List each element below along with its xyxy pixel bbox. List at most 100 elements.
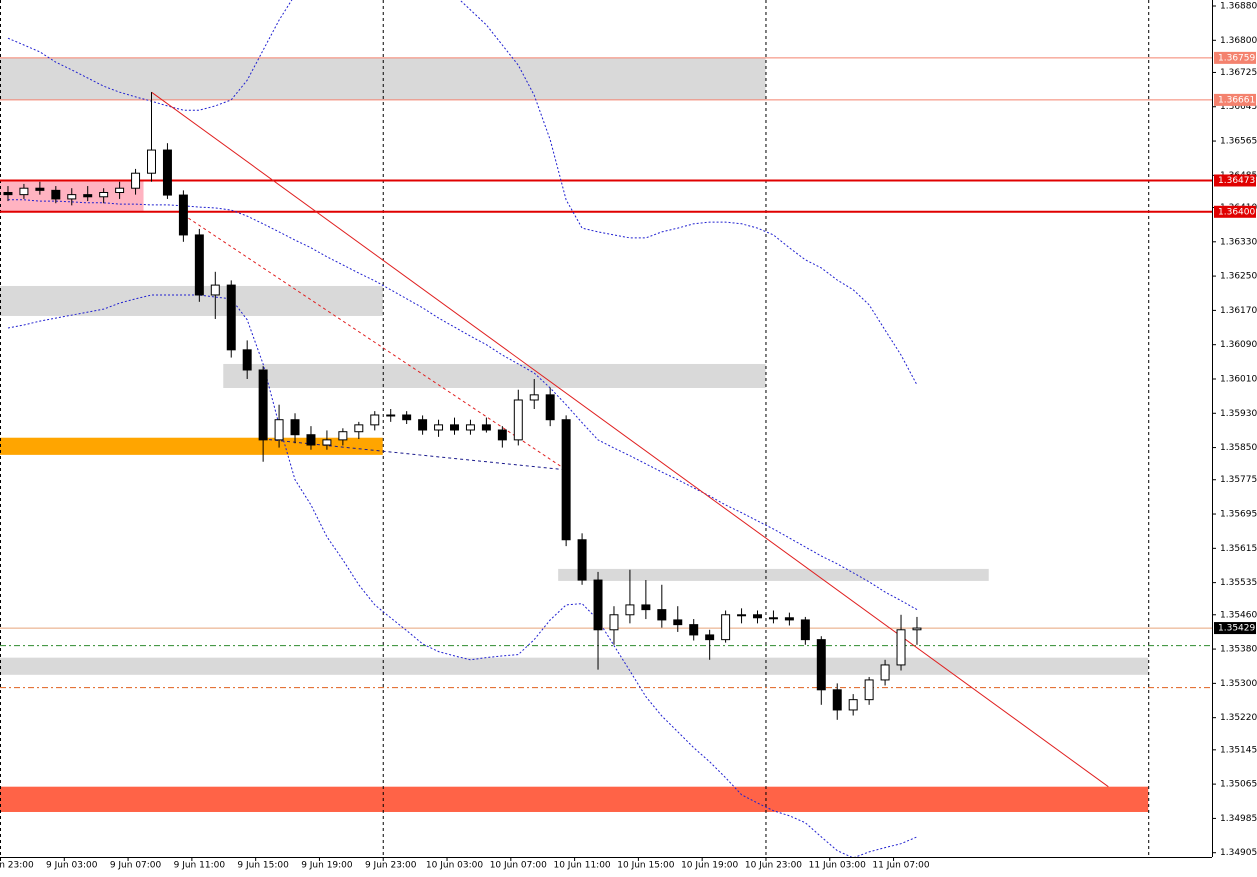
candle-body bbox=[673, 619, 683, 626]
y-tick-label: 1.36565 bbox=[1220, 137, 1257, 147]
zone bbox=[0, 437, 383, 455]
level-label-box bbox=[1214, 205, 1256, 218]
y-tick-label: 1.36250 bbox=[1220, 272, 1257, 282]
zone bbox=[223, 363, 766, 388]
trendline bbox=[151, 91, 1109, 788]
y-tick-label: 1.35220 bbox=[1220, 713, 1257, 723]
trendline bbox=[183, 214, 567, 471]
candle-body bbox=[370, 414, 380, 426]
candle-body bbox=[99, 191, 109, 198]
zone bbox=[0, 285, 383, 316]
x-tick-label: 8 Jun 23:00 bbox=[0, 861, 34, 871]
candle-body bbox=[178, 194, 188, 236]
level-label-box bbox=[1214, 51, 1256, 64]
candle-body bbox=[35, 187, 45, 191]
x-tick-label: 11 Jun 03:00 bbox=[809, 861, 866, 871]
candle-body bbox=[609, 614, 619, 631]
candle-body bbox=[641, 604, 651, 611]
candle-body bbox=[753, 614, 762, 619]
y-tick-label: 1.36330 bbox=[1220, 237, 1257, 247]
y-tick-label: 1.35380 bbox=[1220, 645, 1257, 655]
y-tick-label: 1.35460 bbox=[1220, 610, 1257, 620]
candle-body bbox=[784, 617, 794, 621]
level-label: 1.36661 bbox=[1218, 95, 1255, 105]
candle-body bbox=[131, 172, 141, 189]
candle-body bbox=[19, 187, 29, 196]
plot-area bbox=[0, 0, 1212, 857]
y-tick-label: 1.36090 bbox=[1220, 340, 1257, 350]
y-tick-label: 1.35300 bbox=[1220, 679, 1257, 689]
candle-body bbox=[721, 614, 731, 641]
candle-body bbox=[194, 234, 204, 296]
y-tick-label: 1.34905 bbox=[1220, 848, 1257, 858]
candle-body bbox=[3, 191, 13, 196]
candle-body bbox=[274, 419, 284, 441]
y-tick-label: 1.35695 bbox=[1220, 510, 1257, 520]
y-tick-label: 1.35615 bbox=[1220, 544, 1257, 554]
candle-body bbox=[768, 617, 778, 620]
x-tick-label: 9 Jun 11:00 bbox=[174, 861, 226, 871]
zone bbox=[0, 786, 1149, 812]
candle-body bbox=[848, 699, 858, 711]
y-tick-label: 1.36880 bbox=[1220, 2, 1257, 12]
y-tick-label: 1.35065 bbox=[1220, 780, 1257, 790]
candle-body bbox=[864, 679, 874, 701]
candle-body bbox=[465, 424, 475, 431]
candle-body bbox=[67, 194, 77, 200]
candle-body bbox=[657, 609, 667, 621]
zone bbox=[558, 568, 989, 581]
candle-body bbox=[880, 664, 890, 681]
candle-body bbox=[705, 634, 715, 641]
x-tick-label: 9 Jun 19:00 bbox=[301, 861, 353, 871]
band-line bbox=[7, 0, 918, 386]
x-tick-label: 10 Jun 11:00 bbox=[553, 861, 610, 871]
candle-body bbox=[226, 284, 236, 351]
x-tick-label: 11 Jun 07:00 bbox=[872, 861, 929, 871]
candle-body bbox=[513, 399, 523, 441]
candle-body bbox=[354, 424, 364, 433]
level-label: 1.36759 bbox=[1218, 53, 1255, 63]
y-tick-label: 1.35775 bbox=[1220, 475, 1257, 485]
x-tick-label: 10 Jun 19:00 bbox=[681, 861, 738, 871]
band-line bbox=[8, 199, 918, 611]
x-tick-label: 10 Jun 23:00 bbox=[745, 861, 802, 871]
candle-body bbox=[816, 639, 826, 691]
candle-body bbox=[497, 429, 507, 441]
y-tick-label: 1.36645 bbox=[1220, 102, 1257, 112]
candle-body bbox=[210, 284, 220, 296]
x-tick-label: 9 Jun 23:00 bbox=[365, 861, 417, 871]
candle-body bbox=[51, 189, 61, 200]
candle-body bbox=[545, 394, 555, 421]
candle-body bbox=[338, 431, 348, 441]
candle-body bbox=[912, 627, 922, 631]
candle-body bbox=[577, 539, 587, 581]
candle-body bbox=[115, 187, 125, 193]
x-tick-label: 9 Jun 03:00 bbox=[46, 861, 98, 871]
candle-body bbox=[306, 434, 316, 446]
candle-body bbox=[593, 579, 603, 631]
level-label-box bbox=[1214, 93, 1256, 106]
candle-body bbox=[450, 424, 459, 431]
candle-body bbox=[800, 619, 810, 641]
y-tick-label: 1.34985 bbox=[1220, 814, 1257, 824]
candle-body bbox=[434, 424, 444, 431]
candle-body bbox=[481, 424, 491, 431]
candle-body bbox=[832, 689, 842, 711]
candle-body bbox=[625, 604, 635, 616]
y-tick-label: 1.36170 bbox=[1220, 306, 1257, 316]
x-tick-label: 9 Jun 15:00 bbox=[237, 861, 289, 871]
level-label: 1.36400 bbox=[1218, 207, 1255, 217]
level-label-box bbox=[1214, 174, 1256, 187]
candle-body bbox=[290, 419, 300, 436]
candle-body bbox=[83, 194, 93, 198]
candle-body bbox=[147, 149, 156, 174]
candle-body bbox=[322, 439, 332, 446]
candle-body bbox=[737, 614, 747, 617]
x-tick-label: 10 Jun 15:00 bbox=[617, 861, 674, 871]
level-label-box bbox=[1214, 622, 1256, 635]
y-tick-label: 1.36725 bbox=[1220, 68, 1257, 78]
zone bbox=[0, 657, 1149, 675]
x-tick-label: 10 Jun 07:00 bbox=[490, 861, 547, 871]
